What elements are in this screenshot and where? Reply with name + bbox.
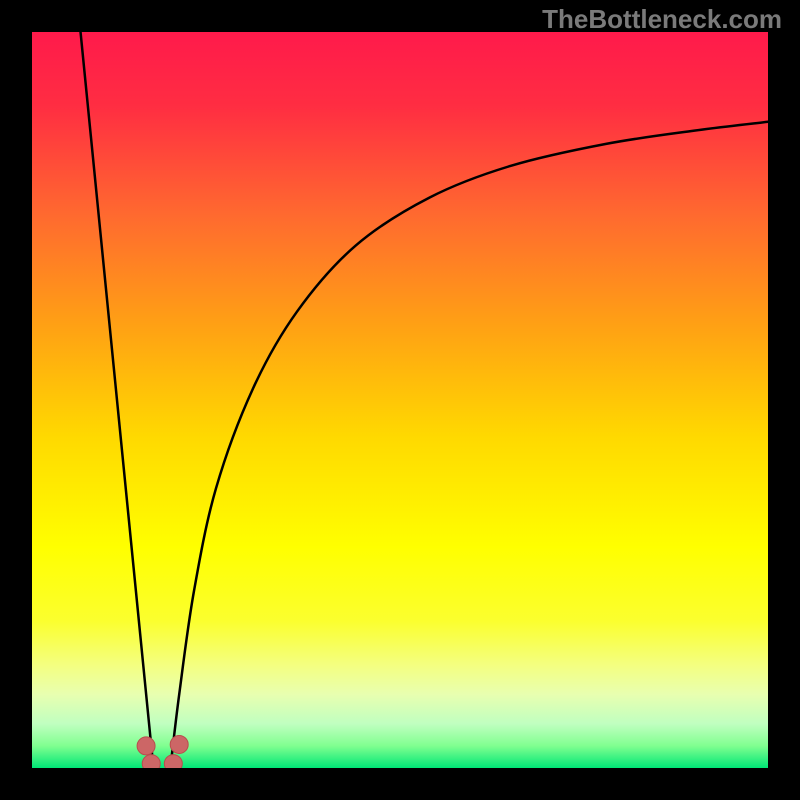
marker-point: [142, 755, 160, 768]
watermark-text: TheBottleneck.com: [542, 4, 782, 35]
marker-point: [170, 735, 188, 753]
marker-point: [137, 737, 155, 755]
chart-container: TheBottleneck.com: [0, 0, 800, 800]
plot-area: [32, 32, 768, 768]
marker-point: [164, 755, 182, 768]
